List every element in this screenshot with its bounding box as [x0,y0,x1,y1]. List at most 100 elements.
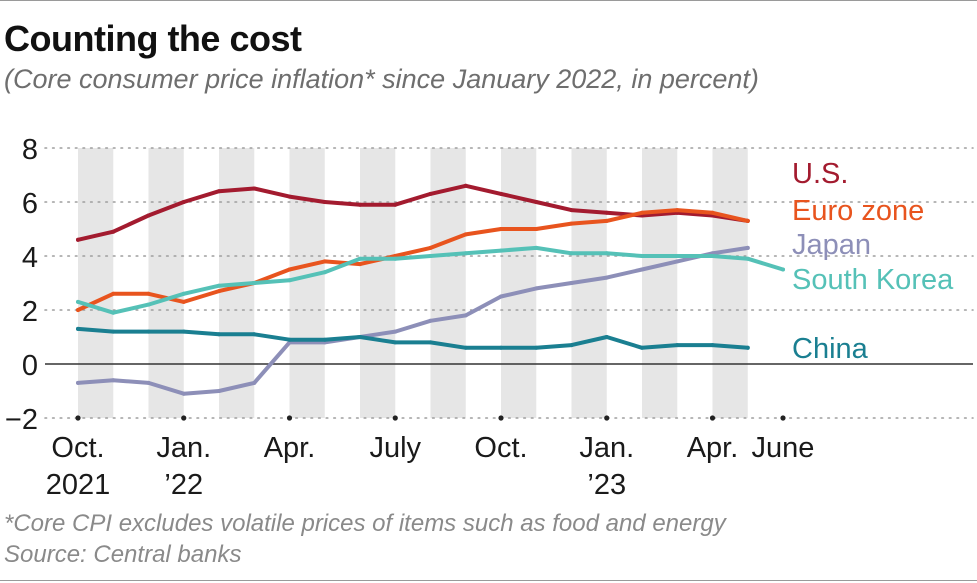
data-point-china [710,343,715,348]
x-tick-label: Apr. [264,432,316,464]
shaded-band [501,148,537,418]
data-point-euro-zone [428,245,433,250]
data-point-japan [393,329,398,334]
y-tick-label: 2 [22,296,38,328]
x-tick-label: Oct. [51,432,104,464]
data-point-china [428,340,433,345]
x-tick-label: Jan. [579,432,634,464]
data-point-u-s [463,183,468,188]
series-line-japan [76,245,750,396]
data-point-china [146,329,151,334]
data-point-u-s [217,189,221,194]
data-point-euro-zone [640,210,644,215]
x-tick-mark [498,415,504,421]
y-tick-label: 6 [22,188,38,220]
data-point-japan [252,380,257,385]
data-point-south-korea [217,283,221,288]
data-point-south-korea [640,254,644,258]
data-point-japan [534,286,539,291]
data-point-china [358,335,362,339]
data-point-u-s [604,210,609,215]
x-tick-mark [181,415,187,421]
series-label-u-s: U.S. [792,158,848,190]
data-point-south-korea [252,281,257,285]
data-point-south-korea [287,278,292,283]
data-point-south-korea [604,251,609,256]
y-tick-label: 8 [22,134,38,166]
data-point-euro-zone [76,308,80,312]
data-point-china [745,345,750,350]
data-point-u-s [76,237,80,242]
data-point-japan [675,259,680,264]
data-point-euro-zone [534,227,539,231]
data-point-euro-zone [569,221,574,226]
data-point-japan [428,318,433,323]
data-point-euro-zone [604,218,609,223]
x-tick-label: July [369,432,421,464]
series-lines [76,183,785,396]
data-point-u-s [322,200,327,204]
x-tick-mark [709,415,716,421]
shaded-band [642,148,678,418]
x-tick-label: June [752,432,815,464]
data-point-china [252,332,257,337]
data-point-euro-zone [287,267,292,272]
data-point-u-s [146,213,151,218]
x-tick-label: Oct. [474,432,527,464]
shaded-band [78,148,114,418]
data-point-u-s [569,208,574,213]
chart-subtitle: (Core consumer price inflation* since Ja… [4,64,759,94]
data-point-south-korea [710,254,715,258]
data-point-japan [76,380,80,385]
data-point-china [604,335,609,339]
data-point-japan [463,313,468,318]
shaded-band [712,148,748,418]
data-point-euro-zone [710,210,715,215]
data-point-china [322,337,327,342]
data-point-china [640,345,644,350]
data-point-euro-zone [322,259,327,264]
series-label-south-korea: South Korea [792,264,954,296]
footnote: *Core CPI excludes volatile prices of it… [4,510,726,537]
x-tick-mark [780,415,786,421]
data-point-china [569,343,574,348]
data-point-china [217,332,221,337]
y-tick-label: 4 [22,242,38,274]
y-tick-label: 0 [22,350,38,382]
data-point-euro-zone [463,232,468,237]
data-point-japan [604,275,609,280]
data-point-south-korea [322,270,327,275]
data-point-japan [146,380,151,385]
data-point-euro-zone [146,291,151,296]
data-point-japan [217,389,221,393]
data-point-south-korea [745,256,750,261]
x-tick-label-year: 2021 [46,469,111,501]
data-point-u-s [393,202,398,207]
source-note: Source: Central banks [4,541,242,568]
data-point-china [76,326,80,331]
data-point-euro-zone [499,227,503,231]
y-axis-ticks: 8 6 4 2 0 −2 [5,134,38,436]
data-point-china [534,345,539,350]
data-point-china [393,340,398,345]
data-point-china [181,329,186,334]
x-tick-mark [75,415,81,421]
data-point-south-korea [781,267,785,272]
x-tick-label: Jan. [156,432,211,464]
data-point-china [499,345,503,350]
series-label-euro-zone: Euro zone [792,195,924,227]
data-point-south-korea [111,310,116,315]
data-point-u-s [287,194,292,199]
x-tick-label-year: ’22 [164,469,203,501]
data-point-japan [499,294,503,299]
data-point-south-korea [534,245,539,250]
data-point-south-korea [358,256,362,261]
data-point-u-s [428,191,433,196]
data-point-u-s [358,202,362,207]
top-rule [0,0,977,1]
data-point-euro-zone [111,291,116,296]
chart-title: Counting the cost [4,18,302,59]
data-point-u-s [181,200,186,204]
x-tick-mark [286,415,293,421]
